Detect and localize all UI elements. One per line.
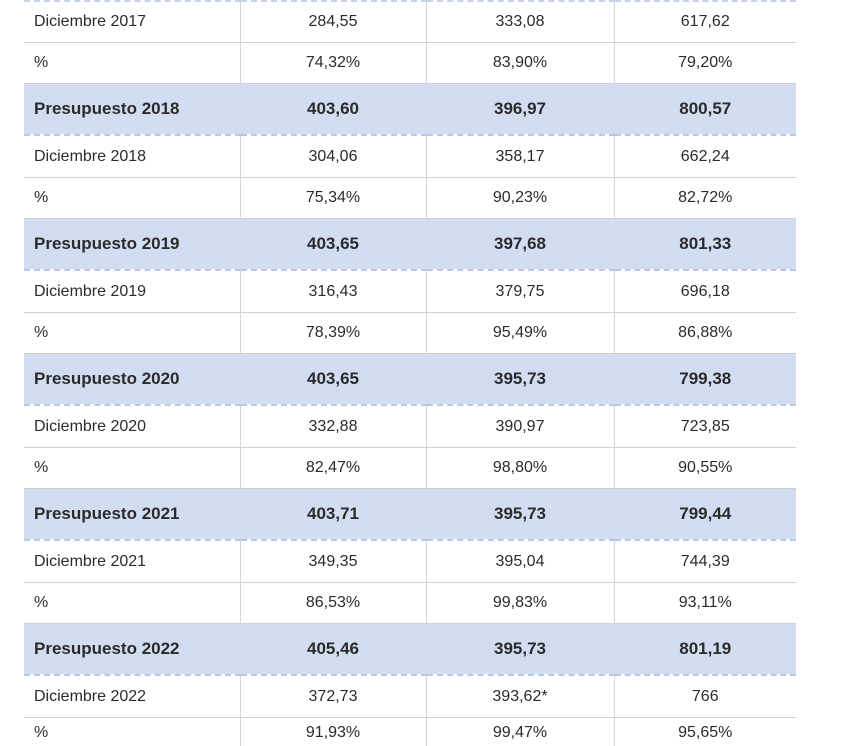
cell-total: 95,65% <box>614 718 796 746</box>
budget-table-container: Diciembre 2017 284,55 333,08 617,62 % 74… <box>24 0 796 746</box>
cell-total: 90,55% <box>614 448 796 489</box>
cell-total: 696,18 <box>614 270 796 313</box>
cell-total: 799,38 <box>614 354 796 406</box>
cell-value: 95,49% <box>426 313 614 354</box>
row-label: % <box>24 43 240 84</box>
cell-value: 91,93% <box>240 718 426 746</box>
table-row: Diciembre 2021 349,35 395,04 744,39 <box>24 540 796 583</box>
row-label: Presupuesto 2019 <box>24 219 240 271</box>
cell-total: 801,33 <box>614 219 796 271</box>
cell-value: 395,73 <box>426 624 614 676</box>
budget-table: Diciembre 2017 284,55 333,08 617,62 % 74… <box>24 0 796 746</box>
cell-total: 86,88% <box>614 313 796 354</box>
cell-value: 86,53% <box>240 583 426 624</box>
table-row: % 75,34% 90,23% 82,72% <box>24 178 796 219</box>
cell-value: 83,90% <box>426 43 614 84</box>
cell-total: 801,19 <box>614 624 796 676</box>
cell-value: 82,47% <box>240 448 426 489</box>
row-label: Diciembre 2019 <box>24 270 240 313</box>
cell-value: 74,32% <box>240 43 426 84</box>
cell-value: 397,68 <box>426 219 614 271</box>
cell-total: 662,24 <box>614 135 796 178</box>
row-label: % <box>24 583 240 624</box>
cell-value: 379,75 <box>426 270 614 313</box>
cell-total: 744,39 <box>614 540 796 583</box>
cell-value: 332,88 <box>240 405 426 448</box>
cell-value: 393,62* <box>426 675 614 718</box>
budget-table-body: Diciembre 2017 284,55 333,08 617,62 % 74… <box>24 1 796 746</box>
cell-value: 403,71 <box>240 489 426 541</box>
cell-value: 284,55 <box>240 1 426 43</box>
cell-total: 82,72% <box>614 178 796 219</box>
table-row: % 91,93% 99,47% 95,65% <box>24 718 796 746</box>
cell-value: 396,97 <box>426 84 614 136</box>
table-row: Diciembre 2018 304,06 358,17 662,24 <box>24 135 796 178</box>
table-row: % 78,39% 95,49% 86,88% <box>24 313 796 354</box>
table-row: Diciembre 2017 284,55 333,08 617,62 <box>24 1 796 43</box>
cell-value: 349,35 <box>240 540 426 583</box>
table-row-budget: Presupuesto 2019 403,65 397,68 801,33 <box>24 219 796 271</box>
cell-value: 403,65 <box>240 354 426 406</box>
cell-value: 78,39% <box>240 313 426 354</box>
cell-value: 98,80% <box>426 448 614 489</box>
row-label: Presupuesto 2022 <box>24 624 240 676</box>
table-row-budget: Presupuesto 2020 403,65 395,73 799,38 <box>24 354 796 406</box>
row-label: % <box>24 313 240 354</box>
row-label: Diciembre 2018 <box>24 135 240 178</box>
row-label: Presupuesto 2021 <box>24 489 240 541</box>
table-row: Diciembre 2019 316,43 379,75 696,18 <box>24 270 796 313</box>
cell-value: 333,08 <box>426 1 614 43</box>
cell-value: 99,47% <box>426 718 614 746</box>
cell-value: 75,34% <box>240 178 426 219</box>
cell-value: 316,43 <box>240 270 426 313</box>
cell-value: 390,97 <box>426 405 614 448</box>
cell-total: 799,44 <box>614 489 796 541</box>
cell-value: 405,46 <box>240 624 426 676</box>
cell-total: 766 <box>614 675 796 718</box>
table-row: Diciembre 2022 372,73 393,62* 766 <box>24 675 796 718</box>
row-label: % <box>24 448 240 489</box>
table-row: Diciembre 2020 332,88 390,97 723,85 <box>24 405 796 448</box>
table-row: % 82,47% 98,80% 90,55% <box>24 448 796 489</box>
row-label: Diciembre 2021 <box>24 540 240 583</box>
cell-total: 93,11% <box>614 583 796 624</box>
cell-value: 99,83% <box>426 583 614 624</box>
cell-value: 372,73 <box>240 675 426 718</box>
cell-value: 358,17 <box>426 135 614 178</box>
table-row-budget: Presupuesto 2021 403,71 395,73 799,44 <box>24 489 796 541</box>
table-row-budget: Presupuesto 2022 405,46 395,73 801,19 <box>24 624 796 676</box>
row-label: Diciembre 2017 <box>24 1 240 43</box>
cell-value: 403,60 <box>240 84 426 136</box>
row-label: Presupuesto 2018 <box>24 84 240 136</box>
cell-total: 800,57 <box>614 84 796 136</box>
cell-value: 395,73 <box>426 489 614 541</box>
cell-value: 403,65 <box>240 219 426 271</box>
cell-value: 304,06 <box>240 135 426 178</box>
cell-value: 395,73 <box>426 354 614 406</box>
row-label: Diciembre 2020 <box>24 405 240 448</box>
cell-value: 90,23% <box>426 178 614 219</box>
cell-total: 617,62 <box>614 1 796 43</box>
row-label: Diciembre 2022 <box>24 675 240 718</box>
cell-total: 79,20% <box>614 43 796 84</box>
row-label: % <box>24 718 240 746</box>
table-row: % 74,32% 83,90% 79,20% <box>24 43 796 84</box>
cell-total: 723,85 <box>614 405 796 448</box>
table-row: % 86,53% 99,83% 93,11% <box>24 583 796 624</box>
table-row-budget: Presupuesto 2018 403,60 396,97 800,57 <box>24 84 796 136</box>
row-label: % <box>24 178 240 219</box>
cell-value: 395,04 <box>426 540 614 583</box>
row-label: Presupuesto 2020 <box>24 354 240 406</box>
